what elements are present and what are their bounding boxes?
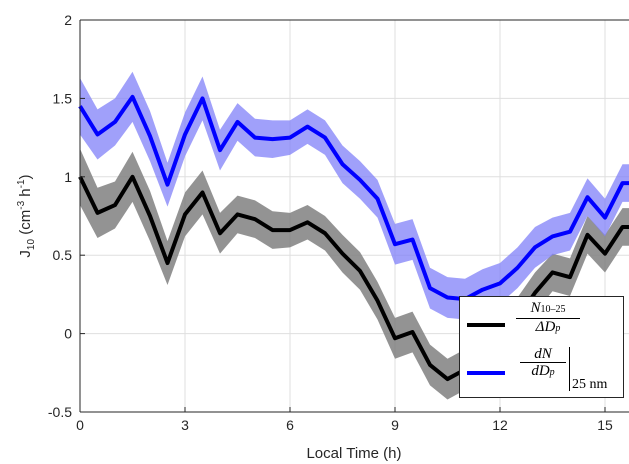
y-tick-label: 1.5 [53, 90, 73, 106]
series-line-blue [78, 94, 629, 302]
legend-eval-bar [569, 347, 570, 391]
legend-1-num-sub: 10–25 [540, 304, 566, 315]
legend-eval-at: 25 nm [572, 377, 608, 392]
x-tick-label: 15 [597, 417, 613, 433]
legend-2-den-sub: p [549, 367, 555, 378]
y-axis-title-sub: 10 [26, 239, 37, 251]
legend-1-num-main: N [530, 300, 541, 316]
legend-1-numerator: N10–25 [516, 300, 580, 319]
x-tick-label: 0 [76, 417, 84, 433]
x-tick-label: 9 [391, 417, 399, 433]
y-axis-title: J10 (cm-3 h-1) [16, 174, 37, 257]
legend-1-den-sub: p [555, 323, 561, 334]
y-axis-title-main: J [17, 250, 34, 258]
legend-swatch-black [467, 323, 505, 327]
y-tick-label: 2 [64, 12, 72, 28]
y-axis-title-exp2: -1 [16, 179, 27, 188]
x-tick-label: 12 [492, 417, 508, 433]
x-axis-title: Local Time (h) [306, 445, 401, 462]
legend-label-derivative: dN dDp [520, 346, 566, 381]
legend-2-den-main: dD [531, 363, 550, 379]
y-tick-label: 1 [64, 169, 72, 185]
y-tick-label: -0.5 [48, 404, 72, 420]
legend-2-denominator: dDp [520, 363, 566, 381]
legend-label-n-ratio: N10–25 ΔDp [516, 300, 580, 337]
legend-1-den-main: ΔD [535, 319, 556, 335]
y-axis-title-unit-close: ) [17, 174, 34, 179]
ticks: 036912151821-0.500.511.52 [48, 12, 613, 433]
y-axis-title-unit-open: (cm [17, 210, 34, 239]
y-axis-title-unit-mid: h [17, 188, 34, 201]
x-tick-label: 3 [181, 417, 189, 433]
legend-2-numerator: dN [520, 346, 566, 363]
uncertainty-band-blue [80, 71, 629, 320]
x-tick-label: 6 [286, 417, 294, 433]
legend-swatch-blue [467, 371, 505, 375]
y-axis-title-exp1: -3 [16, 200, 27, 209]
y-tick-label: 0.5 [53, 247, 73, 263]
legend-1-denominator: ΔDp [516, 319, 580, 337]
legend: N10–25 ΔDp dN dDp 25 nm [459, 296, 624, 398]
y-tick-label: 0 [64, 326, 72, 342]
